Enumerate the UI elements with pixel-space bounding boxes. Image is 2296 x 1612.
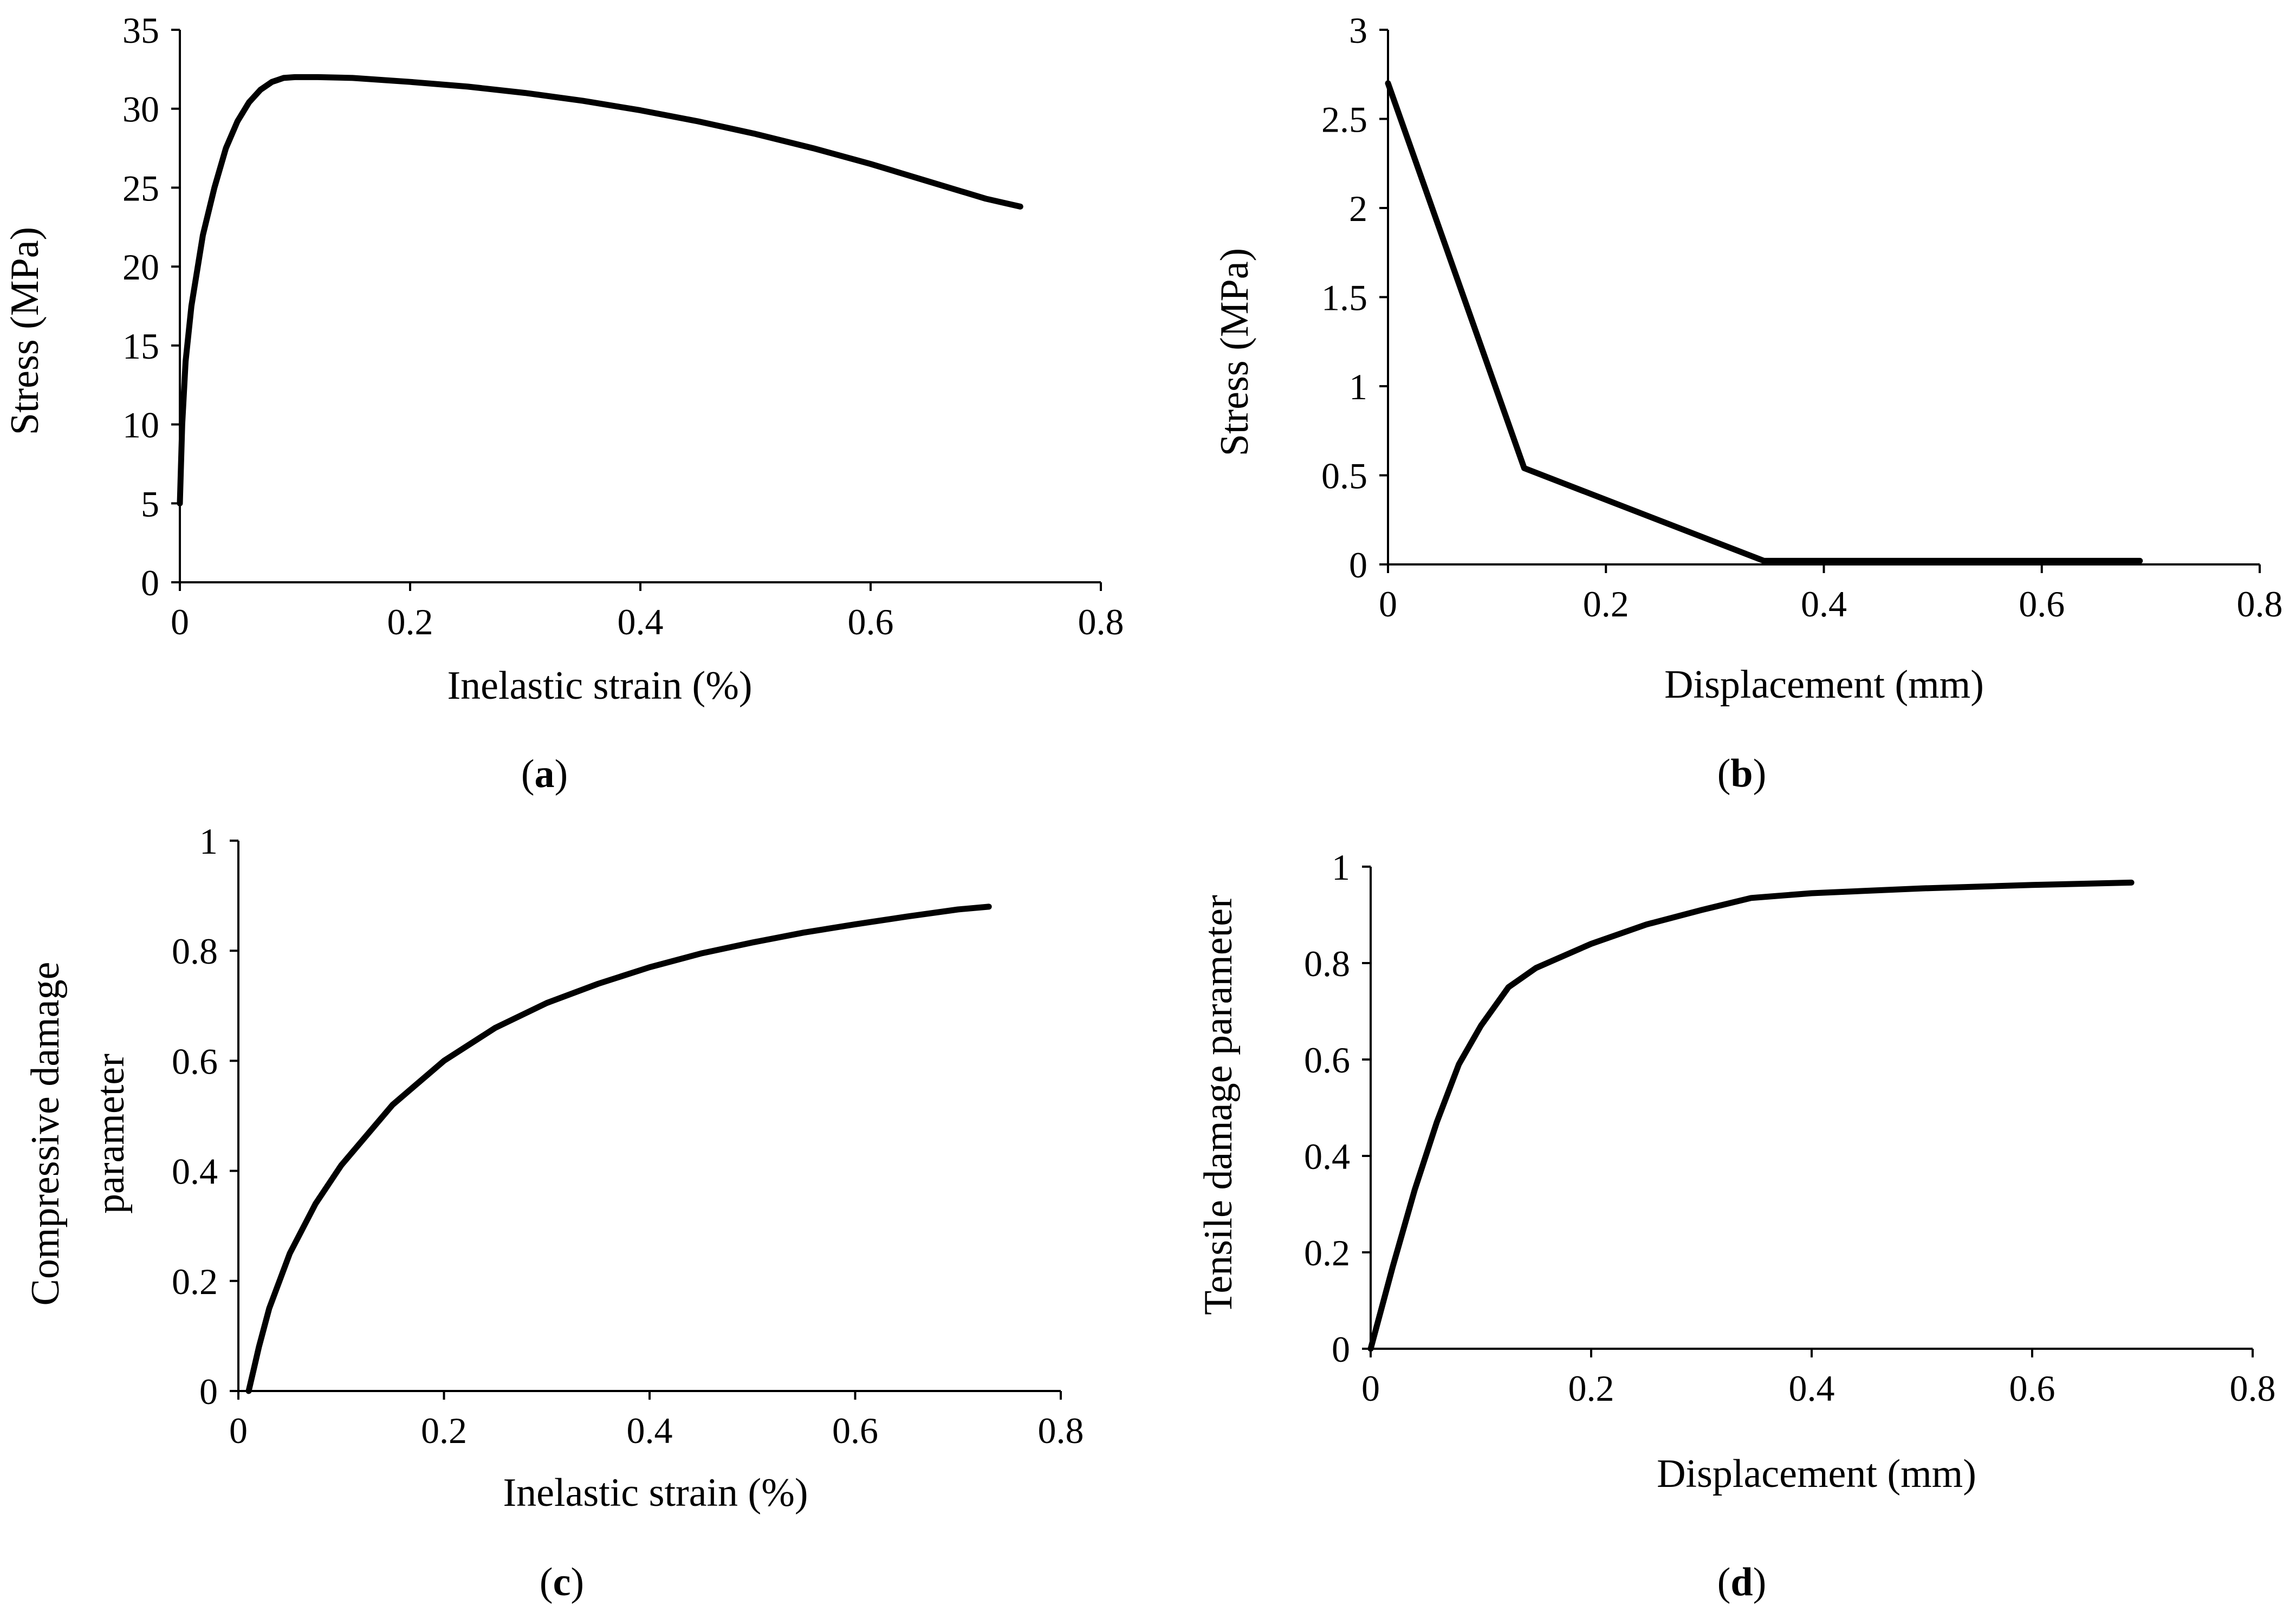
chart-b-ytick-label: 1: [1349, 366, 1367, 407]
chart-d-ytick-label: 0.8: [1304, 943, 1350, 984]
chart-d-ytick-label: 0: [1332, 1329, 1350, 1370]
chart-a-ytick-label: 35: [122, 10, 159, 51]
chart-b-xtick-label: 0.2: [1583, 583, 1629, 625]
chart-d-xtick-label: 0.6: [2009, 1368, 2055, 1409]
chart-a-ytick-label: 0: [141, 562, 159, 603]
chart-c-caption-close: ): [570, 1560, 584, 1604]
chart-d-ytick-label: 0.4: [1304, 1136, 1350, 1177]
chart-c-xtick-label: 0.6: [832, 1410, 878, 1451]
chart-c-ytick-label: 0.4: [172, 1151, 218, 1192]
chart-b-marks: 0 0.5 1 1.5 2 2.5 3 0 0.2 0.4 0.6 0.8: [1321, 10, 2283, 625]
chart-c-caption-letter: c: [553, 1560, 571, 1604]
chart-b-xtick-label: 0.6: [2019, 583, 2065, 625]
chart-a: 0 5 10 15 20 25 30 35 0 0.2 0.4 0.6 0.8 Inelastic st…: [3, 10, 1124, 796]
chart-d-ytick-label: 0.6: [1304, 1039, 1350, 1081]
chart-c-caption: (c): [540, 1560, 584, 1604]
chart-d-caption-letter: d: [1730, 1560, 1753, 1604]
chart-c-ytick-label: 1: [199, 821, 218, 862]
chart-a-series-line: [177, 74, 1023, 506]
chart-c-xtick-label: 0.8: [1038, 1410, 1084, 1451]
chart-c-ytick-label: 0: [199, 1371, 218, 1412]
chart-c: 0 0.2 0.4 0.6 0.8 1 0 0.2 0.4 0.6 0.8 Inelastic st…: [23, 821, 1084, 1604]
chart-a-ytick-label: 20: [122, 246, 159, 288]
chart-b-series-line: [1385, 80, 2143, 564]
chart-b: 0 0.5 1 1.5 2 2.5 3 0 0.2 0.4 0.6 0.8 Displacement …: [1212, 10, 2283, 796]
chart-d-caption-open: (: [1717, 1560, 1731, 1604]
chart-c-ytick-label: 0.2: [172, 1261, 218, 1302]
chart-d-ylabel: Tensile damage parameter: [1196, 895, 1241, 1315]
chart-c-marks: 0 0.2 0.4 0.6 0.8 1 0 0.2 0.4 0.6 0.8: [172, 821, 1084, 1451]
chart-c-ytick-label: 0.8: [172, 931, 218, 972]
chart-a-xtick-label: 0.6: [848, 601, 894, 642]
chart-a-ytick-label: 15: [122, 326, 159, 367]
chart-b-xlabel: Displacement (mm): [1664, 662, 1984, 707]
chart-b-caption: (b): [1717, 751, 1766, 796]
chart-a-ytick-label: 25: [122, 167, 159, 209]
chart-a-ylabel: Stress (MPa): [3, 227, 47, 435]
chart-b-ytick-label: 3: [1349, 10, 1367, 51]
chart-a-caption-close: ): [555, 752, 568, 796]
chart-c-ylabel-line2: parameter: [88, 1054, 133, 1214]
chart-b-ytick-label: 2: [1349, 188, 1367, 229]
chart-a-ytick-label: 10: [122, 405, 159, 446]
chart-d-xtick-label: 0.8: [2230, 1368, 2276, 1409]
chart-b-ytick-label: 2.5: [1321, 99, 1367, 140]
chart-a-xtick-label: 0.2: [387, 601, 433, 642]
chart-c-ylabel-line1: Compressive damage: [23, 962, 68, 1306]
chart-a-xtick-label: 0.8: [1078, 601, 1124, 642]
chart-b-caption-open: (: [1717, 751, 1731, 796]
chart-c-xtick-label: 0.2: [421, 1410, 467, 1451]
chart-a-xtick-label: 0.4: [618, 601, 664, 642]
chart-d-series-line: [1367, 879, 2135, 1352]
chart-d-marks: 0 0.2 0.4 0.6 0.8 1 0 0.2 0.4 0.6 0.8: [1304, 847, 2276, 1409]
chart-d-ytick-label: 0.2: [1304, 1232, 1350, 1273]
chart-d-caption: (d): [1717, 1560, 1766, 1604]
chart-d-xtick-label: 0: [1361, 1368, 1380, 1409]
chart-d-xtick-label: 0.4: [1789, 1368, 1835, 1409]
chart-d-xlabel: Displacement (mm): [1657, 1452, 1976, 1496]
chart-a-marks: 0 5 10 15 20 25 30 35 0 0.2 0.4 0.6 0.8: [122, 10, 1124, 642]
chart-c-xtick-label: 0.4: [627, 1410, 673, 1451]
chart-a-xlabel: Inelastic strain (%): [447, 664, 753, 708]
chart-b-ytick-label: 0.5: [1321, 456, 1367, 497]
chart-a-caption: (a): [521, 752, 568, 796]
chart-b-ylabel: Stress (MPa): [1212, 248, 1257, 456]
chart-c-caption-open: (: [540, 1560, 553, 1604]
chart-b-xtick-label: 0.8: [2237, 583, 2283, 625]
chart-d-xtick-label: 0.2: [1568, 1368, 1614, 1409]
chart-c-xlabel: Inelastic strain (%): [503, 1471, 808, 1515]
chart-d-ytick-label: 1: [1332, 847, 1350, 888]
chart-c-ytick-label: 0.6: [172, 1041, 218, 1082]
chart-a-xtick-label: 0: [171, 601, 189, 642]
chart-b-ytick-label: 0: [1349, 544, 1367, 586]
chart-b-xtick-label: 0.4: [1801, 583, 1847, 625]
chart-a-ytick-label: 30: [122, 89, 159, 130]
chart-b-caption-letter: b: [1730, 751, 1753, 796]
chart-c-series-line: [245, 903, 992, 1394]
chart-b-caption-close: ): [1753, 751, 1767, 796]
chart-c-xtick-label: 0: [229, 1410, 248, 1451]
chart-b-xtick-label: 0: [1379, 583, 1397, 625]
chart-a-caption-open: (: [521, 752, 535, 796]
chart-a-caption-letter: a: [535, 752, 555, 796]
chart-b-ytick-label: 1.5: [1321, 277, 1367, 318]
chart-a-ytick-label: 5: [141, 483, 159, 524]
chart-d: 0 0.2 0.4 0.6 0.8 1 0 0.2 0.4 0.6 0.8 Displacement…: [1196, 847, 2276, 1604]
chart-d-caption-close: ): [1753, 1560, 1767, 1604]
